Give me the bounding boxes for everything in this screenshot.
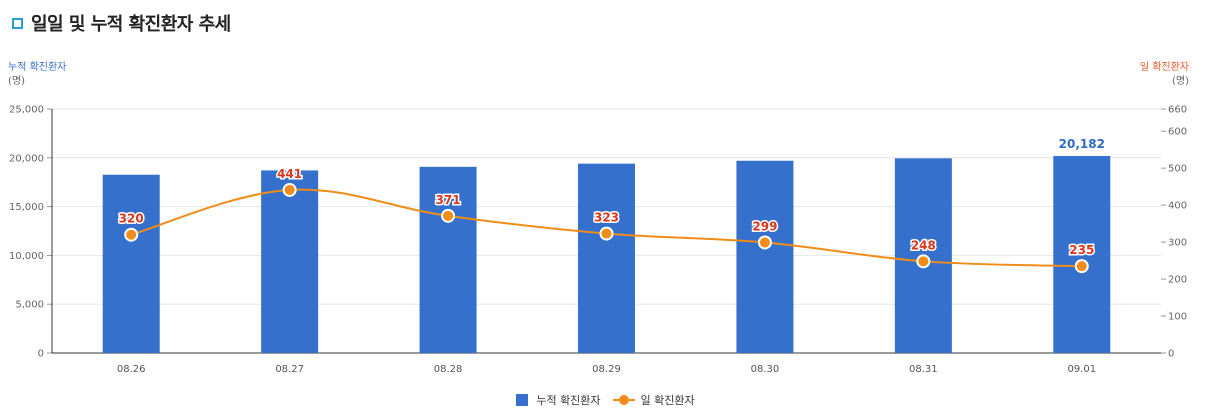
bar <box>419 166 477 353</box>
left-axis-tick-label: 20,000 <box>9 153 44 164</box>
right-axis-tick-label: 600 <box>1168 127 1187 138</box>
line-point <box>916 254 931 269</box>
left-axis-tick-label: 0 <box>38 349 44 360</box>
chart-title: 일일 및 누적 확진환자 추세 <box>31 14 231 35</box>
x-axis-tick-label: 08.26 <box>117 364 146 375</box>
line-point <box>124 227 139 242</box>
legend-item-line[interactable]: 일 확진환자 <box>612 392 695 408</box>
square-bullet-icon <box>12 17 23 29</box>
bar-swatch-icon <box>516 394 529 406</box>
line-point <box>441 208 456 223</box>
bar <box>261 170 319 353</box>
bar <box>102 174 160 353</box>
line-data-label: 235 <box>1069 243 1094 257</box>
chart-legend: 누적 확진환자 일 확진환자 <box>0 392 1211 408</box>
right-axis-title: 일 확진환자 (명) <box>1140 61 1189 89</box>
chart-header: 일일 및 누적 확진환자 추세 <box>12 10 231 36</box>
left-axis-tick-label: 25,000 <box>9 105 44 116</box>
combo-chart: 0 5,000 10,000 15,000 20,000 25,000 0 100 200 300… <box>9 105 1187 376</box>
right-axis-tick-label: 200 <box>1168 275 1187 286</box>
line-data-label: 371 <box>436 193 461 207</box>
right-axis-tick-label: 0 <box>1168 349 1174 360</box>
line-data-label: 299 <box>752 219 777 233</box>
left-axis-label: 누적 확진환자 <box>8 62 67 73</box>
bar-data-label: 20,182 <box>1059 137 1105 151</box>
legend-line-label: 일 확진환자 <box>640 394 695 407</box>
left-axis-tick-label: 10,000 <box>9 251 44 262</box>
line-point <box>599 226 614 241</box>
right-axis-label: 일 확진환자 <box>1139 62 1189 73</box>
line-marker-swatch-icon <box>612 394 635 406</box>
line-point <box>282 182 297 197</box>
bar <box>1053 156 1111 353</box>
right-axis-unit: (명) <box>1171 76 1189 87</box>
bar <box>736 160 794 353</box>
line-data-label: 248 <box>911 238 936 252</box>
right-axis-tick-label: 400 <box>1168 201 1187 212</box>
bar <box>578 163 635 353</box>
legend-item-bar[interactable]: 누적 확진환자 <box>516 392 601 408</box>
line-point <box>757 235 772 250</box>
x-axis-tick-label: 08.31 <box>909 364 938 375</box>
line-data-label: 441 <box>277 167 302 181</box>
x-axis-tick-label: 09.01 <box>1067 364 1096 375</box>
line-data-label: 320 <box>119 212 144 226</box>
line-data-label: 323 <box>594 211 619 225</box>
x-axis-tick-label: 08.27 <box>275 364 304 375</box>
legend-bar-label: 누적 확진환자 <box>536 394 601 407</box>
right-axis-tick-label: 660 <box>1168 105 1187 116</box>
left-axis-unit: (명) <box>8 76 26 87</box>
left-axis-tick-label: 5,000 <box>15 300 44 311</box>
left-axis-tick-label: 15,000 <box>9 202 44 213</box>
right-axis-tick-label: 300 <box>1168 238 1187 249</box>
right-axis-tick-label: 100 <box>1168 312 1187 323</box>
line-point <box>1074 259 1089 274</box>
left-axis-title: 누적 확진환자 (명) <box>8 61 66 89</box>
x-axis-tick-label: 08.29 <box>592 364 621 375</box>
right-axis-tick-label: 500 <box>1168 164 1187 175</box>
x-axis-tick-label: 08.28 <box>434 364 463 375</box>
x-axis-tick-label: 08.30 <box>751 364 780 375</box>
